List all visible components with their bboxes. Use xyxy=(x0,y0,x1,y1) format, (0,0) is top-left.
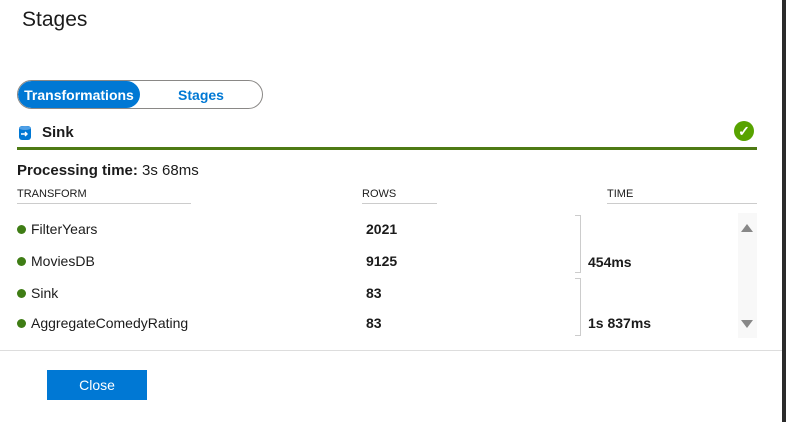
status-divider xyxy=(17,147,757,150)
table-row: Sink xyxy=(17,285,58,301)
table-row: MoviesDB xyxy=(17,253,95,269)
footer-divider xyxy=(0,350,782,351)
scroll-down-icon[interactable] xyxy=(741,320,753,328)
row-count: 9125 xyxy=(366,253,398,269)
success-check-icon: ✓ xyxy=(734,121,754,141)
processing-label: Processing time: xyxy=(17,162,138,179)
table-row: FilterYears xyxy=(17,221,97,237)
page-title: Stages xyxy=(22,8,88,31)
status-dot xyxy=(17,225,26,234)
scroll-up-icon[interactable] xyxy=(741,224,753,232)
processing-value: 3s 68ms xyxy=(142,162,199,179)
section-title: Sink xyxy=(42,124,74,141)
view-toggle[interactable]: Transformations Stages xyxy=(17,80,263,109)
status-dot xyxy=(17,289,26,298)
status-dot xyxy=(17,319,26,328)
table-row: AggregateComedyRating xyxy=(17,315,188,331)
section-header: Sink xyxy=(18,124,74,141)
window-border xyxy=(782,0,786,422)
tab-stages[interactable]: Stages xyxy=(178,86,224,103)
row-count: 2021 xyxy=(366,221,398,237)
group-bracket xyxy=(575,278,581,336)
processing-time: Processing time: 3s 68ms xyxy=(17,162,199,179)
tab-transformations[interactable]: Transformations xyxy=(18,81,140,108)
header-transform: TRANSFORM xyxy=(17,188,191,204)
close-button[interactable]: Close xyxy=(47,370,147,400)
row-count: 83 xyxy=(366,285,382,301)
group-time: 454ms xyxy=(588,254,632,270)
scrollbar[interactable] xyxy=(738,213,757,338)
status-dot xyxy=(17,257,26,266)
row-count: 83 xyxy=(366,315,382,331)
sink-icon xyxy=(19,125,31,140)
group-bracket xyxy=(575,215,581,273)
header-time: TIME xyxy=(607,188,757,204)
group-time: 1s 837ms xyxy=(588,315,652,331)
header-rows: ROWS xyxy=(362,188,437,204)
